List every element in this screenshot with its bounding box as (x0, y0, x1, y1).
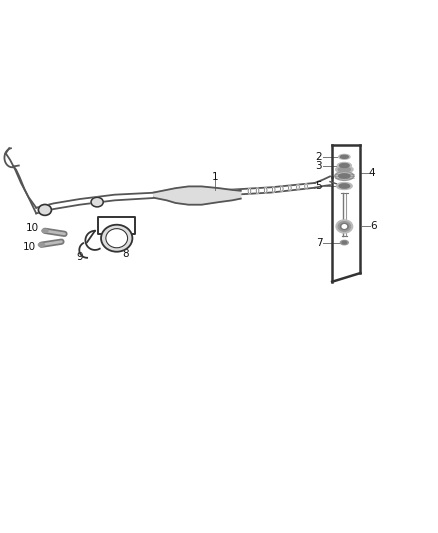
Text: 6: 6 (370, 221, 377, 231)
Ellipse shape (272, 187, 275, 192)
Ellipse shape (101, 225, 132, 252)
Text: 10: 10 (26, 223, 39, 233)
Text: 3: 3 (315, 160, 321, 171)
Text: 5: 5 (315, 181, 321, 191)
Ellipse shape (297, 184, 299, 190)
Ellipse shape (340, 155, 348, 158)
Text: 1: 1 (212, 172, 218, 182)
Ellipse shape (336, 182, 352, 189)
Ellipse shape (39, 205, 51, 215)
Ellipse shape (264, 188, 267, 193)
Ellipse shape (248, 189, 251, 194)
Ellipse shape (340, 240, 348, 245)
Ellipse shape (336, 220, 353, 233)
Ellipse shape (106, 229, 127, 248)
Ellipse shape (342, 241, 346, 244)
Ellipse shape (336, 173, 352, 179)
Ellipse shape (256, 188, 259, 193)
Ellipse shape (339, 184, 350, 188)
Ellipse shape (335, 172, 354, 180)
Ellipse shape (340, 223, 348, 230)
Ellipse shape (339, 164, 349, 167)
Ellipse shape (91, 197, 103, 207)
Ellipse shape (39, 243, 45, 246)
Ellipse shape (336, 166, 353, 173)
Ellipse shape (280, 186, 283, 191)
Text: 4: 4 (369, 168, 375, 178)
Ellipse shape (305, 184, 307, 189)
Ellipse shape (342, 225, 346, 228)
Polygon shape (154, 187, 241, 205)
Text: 10: 10 (23, 242, 36, 252)
Text: 2: 2 (315, 152, 321, 162)
Ellipse shape (289, 185, 291, 190)
Text: 7: 7 (316, 238, 322, 247)
Text: 9: 9 (76, 252, 83, 262)
Text: 8: 8 (122, 249, 129, 260)
Ellipse shape (337, 163, 351, 168)
Ellipse shape (338, 167, 350, 172)
Ellipse shape (339, 174, 350, 178)
Ellipse shape (42, 229, 48, 232)
Ellipse shape (339, 155, 350, 159)
Ellipse shape (338, 222, 350, 231)
